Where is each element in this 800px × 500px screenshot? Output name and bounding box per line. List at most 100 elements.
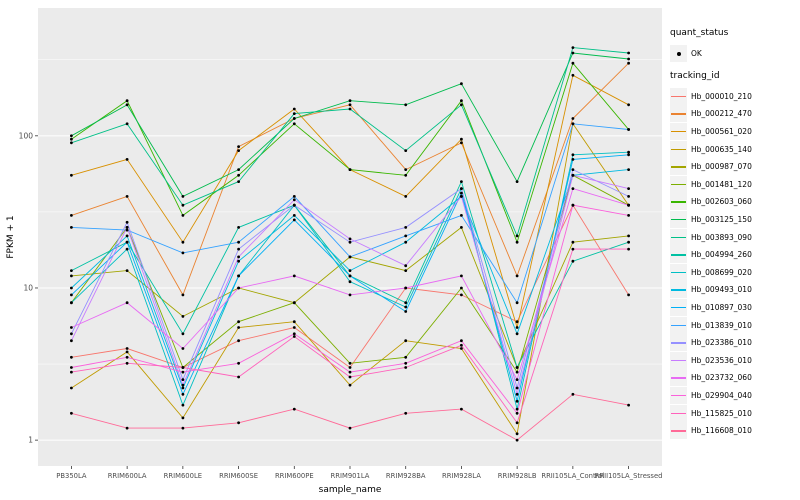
- data-point: [70, 214, 73, 217]
- data-point: [515, 240, 519, 244]
- data-point: [348, 255, 352, 259]
- data-point: [571, 187, 575, 191]
- data-point: [237, 361, 241, 365]
- data-point: [627, 234, 630, 238]
- line-key-icon: [670, 228, 687, 246]
- legend-item-label: Hb_000010_210: [691, 91, 752, 101]
- data-point: [627, 51, 630, 55]
- data-point: [125, 228, 129, 232]
- y-tick-label: 100: [19, 131, 34, 140]
- data-point: [125, 103, 129, 107]
- legend-color-line: [671, 254, 686, 256]
- data-point: [181, 214, 185, 217]
- legend-color-line: [671, 307, 686, 309]
- legend-item: Hb_001481_120: [670, 175, 798, 194]
- legend-color-line: [671, 201, 686, 203]
- legend-item: Hb_116608_010: [670, 422, 798, 440]
- data-point: [348, 366, 352, 369]
- legend-item-label: Hb_023536_010: [691, 355, 752, 365]
- data-point: [237, 240, 241, 244]
- legend-item-label: Hb_003893_090: [691, 232, 752, 242]
- data-point: [292, 214, 296, 217]
- data-point: [627, 103, 630, 107]
- data-point: [125, 361, 129, 365]
- line-key-icon: [670, 246, 687, 264]
- data-point: [292, 117, 296, 120]
- data-point: [181, 195, 185, 198]
- data-point: [515, 301, 519, 305]
- data-point: [125, 234, 129, 238]
- legend-item-label: Hb_023732_060: [691, 373, 752, 383]
- data-point: [515, 234, 519, 238]
- data-point: [571, 203, 575, 207]
- data-point: [237, 274, 241, 278]
- data-point: [125, 158, 129, 161]
- data-point: [571, 173, 575, 177]
- legend-item-label: Hb_029904_040: [691, 390, 752, 400]
- data-point: [292, 122, 296, 126]
- data-point: [181, 386, 185, 390]
- data-point: [70, 226, 73, 229]
- legend-item: Hb_115825_010: [670, 404, 798, 422]
- line-key-icon: [670, 334, 687, 352]
- data-point: [515, 407, 519, 411]
- data-point: [404, 173, 408, 177]
- data-point: [515, 438, 519, 442]
- legend-item: Hb_013839_010: [670, 316, 798, 334]
- points-layer: [70, 46, 630, 442]
- data-point: [125, 247, 129, 251]
- tracking-id-items: Hb_000010_210 Hb_000212_470 Hb_000561_02…: [670, 87, 798, 440]
- data-point: [181, 203, 185, 207]
- legend-color-line: [671, 342, 686, 344]
- y-axis-title: FPKM + 1: [6, 215, 16, 258]
- line-key-icon: [670, 140, 687, 158]
- data-point: [571, 122, 575, 126]
- data-point: [404, 168, 408, 172]
- data-point: [460, 195, 463, 198]
- legend-item-label: Hb_008699_020: [691, 267, 752, 277]
- legend-item: Hb_004994_260: [670, 246, 798, 264]
- data-point: [292, 301, 296, 305]
- legend-item-label: Hb_115825_010: [691, 408, 752, 418]
- legend-item: Hb_009493_010: [670, 281, 798, 299]
- legend-color-line: [671, 131, 686, 133]
- data-point: [348, 274, 352, 278]
- data-point: [348, 375, 352, 379]
- data-point: [571, 168, 575, 172]
- data-point: [70, 134, 73, 138]
- data-point: [292, 112, 296, 115]
- legend-item-ok: OK: [670, 45, 798, 63]
- data-point: [348, 383, 352, 387]
- line-key-icon: [670, 369, 687, 387]
- legend-item: Hb_003893_090: [670, 228, 798, 246]
- line-key-icon: [670, 422, 687, 440]
- legend: quant_status OK tracking_id Hb_000010_21…: [670, 20, 798, 440]
- data-point: [70, 332, 73, 336]
- data-point: [571, 247, 575, 251]
- legend-item-label: Hb_003125_150: [691, 215, 752, 225]
- data-point: [125, 195, 129, 198]
- data-point: [627, 403, 630, 407]
- data-point: [292, 195, 296, 198]
- data-point: [348, 370, 352, 374]
- data-point: [292, 407, 296, 411]
- legend-item-label: Hb_010897_030: [691, 303, 752, 313]
- legend-item: Hb_023732_060: [670, 369, 798, 387]
- data-point: [237, 326, 241, 329]
- legend-color-line: [671, 183, 686, 186]
- data-point: [237, 259, 241, 263]
- line-key-icon: [670, 386, 687, 404]
- x-tick-label: RRIM928LA: [442, 472, 481, 480]
- data-point: [627, 214, 630, 217]
- line-key-icon: [670, 123, 687, 141]
- data-point: [348, 280, 352, 284]
- legend-color-line: [671, 95, 686, 98]
- legend-item: Hb_010897_030: [670, 299, 798, 317]
- legend-title-tracking-id: tracking_id: [670, 70, 720, 81]
- data-point: [125, 301, 129, 305]
- data-point: [571, 117, 575, 120]
- data-point: [627, 203, 630, 207]
- data-point: [181, 293, 185, 297]
- data-point: [181, 240, 185, 244]
